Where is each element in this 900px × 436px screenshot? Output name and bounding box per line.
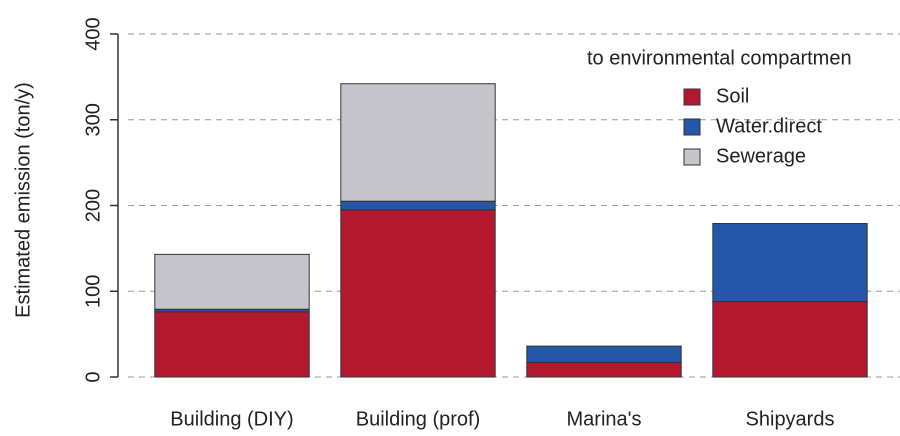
bar-segment bbox=[526, 361, 682, 378]
y-tick-label: 200 bbox=[82, 189, 104, 222]
bar-segment bbox=[340, 200, 496, 211]
legend-label: Water.direct bbox=[716, 115, 822, 137]
y-axis-label: Estimated emission (ton/y) bbox=[12, 82, 34, 318]
x-tick-label: Building (prof) bbox=[356, 408, 481, 430]
legend-label: Sewerage bbox=[716, 145, 806, 167]
bar-segment bbox=[154, 253, 310, 310]
y-tick-label: 100 bbox=[82, 275, 104, 308]
bar-segment bbox=[340, 83, 496, 202]
legend-swatch bbox=[683, 88, 701, 106]
x-tick-label: Shipyards bbox=[746, 408, 835, 430]
x-tick-label: Marina's bbox=[567, 408, 642, 430]
bar-segment bbox=[526, 345, 682, 363]
bar-segment bbox=[154, 311, 310, 378]
bar-segment bbox=[712, 301, 868, 378]
y-tick-label: 300 bbox=[82, 103, 104, 136]
legend-swatch bbox=[683, 118, 701, 136]
legend-label: Soil bbox=[716, 85, 749, 107]
x-tick-label: Building (DIY) bbox=[170, 408, 293, 430]
y-tick-label: 400 bbox=[82, 17, 104, 50]
y-tick-label: 0 bbox=[82, 371, 104, 382]
bar-segment bbox=[340, 209, 496, 378]
bar-segment bbox=[712, 223, 868, 303]
legend-title: to environmental compartmen bbox=[587, 47, 852, 69]
legend-swatch bbox=[683, 148, 701, 166]
